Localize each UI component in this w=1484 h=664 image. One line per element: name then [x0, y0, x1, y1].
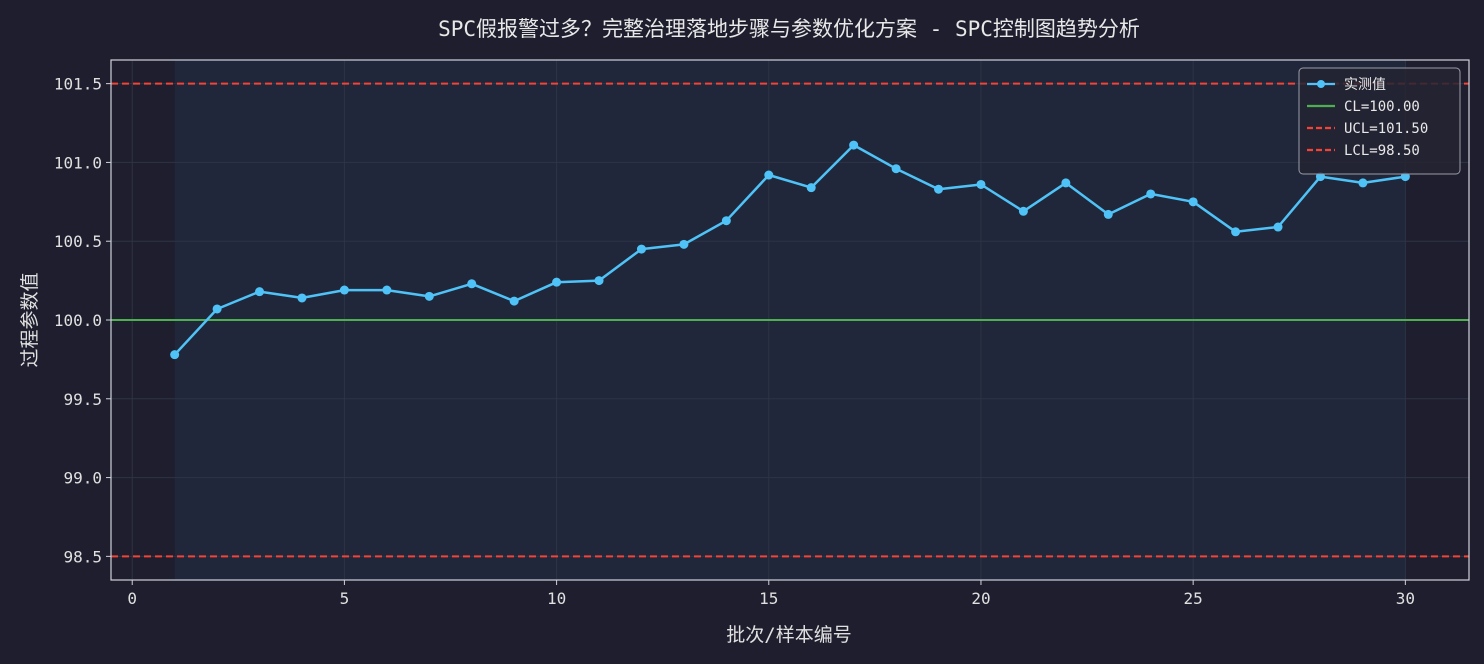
data-point-16 — [806, 183, 816, 193]
x-tick-label-1: 5 — [340, 589, 350, 608]
data-point-12 — [636, 244, 646, 254]
legend-label-0: 实测值 — [1344, 77, 1386, 93]
legend-label-3: LCL=98.50 — [1344, 143, 1420, 159]
y-tick-label-4: 100.5 — [54, 232, 102, 251]
y-tick-label-1: 99.0 — [63, 469, 102, 488]
legend-label-2: UCL=101.50 — [1344, 121, 1428, 137]
x-tick-label-0: 0 — [127, 589, 137, 608]
data-point-5 — [339, 285, 349, 295]
data-point-29 — [1358, 178, 1368, 188]
y-tick-label-5: 101.0 — [54, 153, 102, 172]
data-point-10 — [552, 277, 562, 287]
y-tick-label-6: 101.5 — [54, 75, 102, 94]
y-tick-label-0: 98.5 — [63, 547, 102, 566]
y-tick-label-3: 100.0 — [54, 311, 102, 330]
data-point-17 — [849, 140, 859, 150]
data-point-2 — [212, 304, 222, 314]
x-tick-label-4: 20 — [971, 589, 990, 608]
x-axis-title: 批次/样本编号 — [726, 624, 851, 646]
data-point-8 — [467, 279, 477, 289]
data-point-20 — [976, 179, 986, 189]
data-point-18 — [891, 164, 901, 174]
data-point-13 — [679, 239, 689, 249]
data-point-15 — [764, 170, 774, 180]
data-point-25 — [1188, 197, 1198, 207]
series-line-0 — [173, 143, 1406, 356]
chart-title: SPC假报警过多？完整治理落地步骤与参数优化方案 - SPC控制图趋势分析 — [438, 17, 1140, 41]
y-axis-title: 过程参数值 — [19, 272, 41, 367]
data-point-19 — [934, 184, 944, 194]
legend-marker-0 — [1317, 80, 1325, 88]
data-point-26 — [1231, 227, 1241, 237]
data-point-7 — [424, 291, 434, 301]
data-point-23 — [1103, 209, 1113, 219]
data-point-1 — [170, 350, 180, 360]
data-point-11 — [594, 276, 604, 286]
data-point-22 — [1061, 178, 1071, 188]
x-tick-label-2: 10 — [547, 589, 566, 608]
x-tick-label-5: 25 — [1184, 589, 1203, 608]
data-point-9 — [509, 296, 519, 306]
legend-box — [1298, 67, 1461, 175]
plot-layer: 0 5 10 15 20 25 30 98.5 99.0 99.5 100.0 100.5 101.0 1… — [54, 59, 1470, 608]
x-tick-label-3: 15 — [759, 589, 778, 608]
data-point-4 — [297, 293, 307, 303]
data-point-24 — [1146, 189, 1156, 199]
x-tick-label-6: 30 — [1396, 589, 1415, 608]
data-point-14 — [721, 216, 731, 226]
data-point-6 — [382, 285, 392, 295]
data-point-27 — [1273, 222, 1283, 232]
data-point-21 — [1018, 206, 1028, 216]
y-tick-label-2: 99.5 — [63, 390, 102, 409]
data-point-3 — [255, 287, 265, 297]
legend: 实测值 CL=100.00 UCL=101.50 LCL=98.50 — [1298, 67, 1461, 175]
legend-label-1: CL=100.00 — [1344, 99, 1420, 115]
